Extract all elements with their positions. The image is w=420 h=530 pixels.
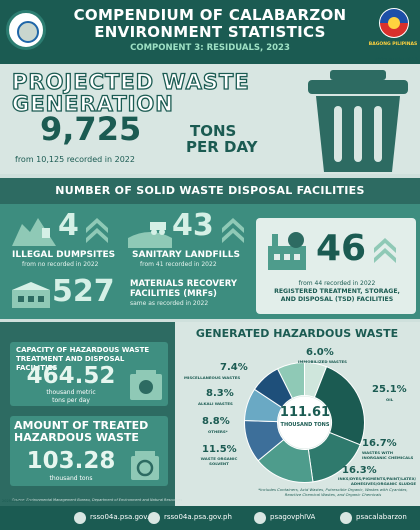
footer-facebook-link[interactable]: psagovphIVA	[270, 513, 316, 521]
footer-email-link[interactable]: rsso04a.psa.gov.ph	[164, 513, 232, 521]
chart-title: GENERATED HAZARDOUS WASTE	[195, 327, 399, 340]
footer-website-link[interactable]: rsso04a.psa.gov.ph	[90, 513, 158, 521]
landfill-icon	[128, 222, 172, 248]
facebook-icon	[254, 512, 266, 524]
globe-icon	[74, 512, 86, 524]
chart-center-value: 111.61	[279, 405, 331, 420]
chart-footnote: *Includes Containers, Acid Wastes, Putre…	[258, 487, 408, 497]
projected-title-line2: GENERATION	[11, 91, 174, 116]
slice-pct-oil: 25.1%	[372, 384, 407, 395]
slice-label-inks: INKS/DYES/PIGMENTS/PAINT/LATEX/ ADHESIVE…	[338, 476, 416, 486]
dumpsites-label: ILLEGAL DUMPSITES	[12, 250, 116, 260]
header-title-line2: ENVIRONMENT STATISTICS	[94, 23, 326, 41]
slice-pct-miscellaneous: 7.4%	[220, 362, 248, 373]
mrf-label-line1: MATERIALS RECOVERY	[130, 279, 237, 289]
donut-slice-7	[276, 361, 305, 400]
tsd-value: 46	[316, 228, 367, 269]
slice-pct-others: 8.8%	[202, 416, 230, 427]
capacity-value: 464.52	[26, 363, 116, 389]
slice-label-solvent: WASTE ORGANIC SOLVENT	[200, 456, 238, 466]
landfills-value: 43	[172, 208, 214, 243]
header-title-line1: COMPENDIUM OF CALABARZON	[73, 6, 347, 24]
treated-unit: thousand tons	[49, 475, 93, 482]
capacity-title: CAPACITY OF HAZARDOUS WASTE TREATMENT AN…	[16, 346, 166, 373]
bagong-pilipinas-logo	[379, 8, 409, 38]
tsd-label-line2: AND DISPOSAL (TSD) FACILITIES	[280, 296, 394, 303]
slice-label-inorganic: WASTES WITH INORGANIC CHEMICALS	[362, 450, 414, 460]
slice-pct-alkali: 8.3%	[206, 388, 234, 399]
tsd-label-line1: REGISTERED TREATMENT, STORAGE,	[274, 288, 400, 295]
factory-icon	[268, 232, 306, 270]
dumpsite-icon	[12, 218, 56, 246]
x-twitter-icon	[340, 512, 352, 524]
capacity-unit-line2: tons per day	[52, 397, 90, 404]
document-code: 2025-8400-IR012	[374, 58, 418, 63]
footer-x-link[interactable]: psacalabarzon	[356, 513, 407, 521]
treated-title: AMOUNT OF TREATED HAZARDOUS WASTE	[14, 420, 164, 444]
slice-label-alkali: ALKALI WASTES	[198, 401, 233, 406]
dumpsites-chevron-icon	[86, 218, 108, 243]
slice-label-immobilized: IMMOBILIZED WASTES	[298, 359, 347, 364]
treated-title-line2: HAZARDOUS WASTE	[14, 431, 139, 444]
slice-label-oil: OIL	[386, 397, 394, 402]
landfills-label: SANITARY LANDFILLS	[132, 250, 240, 260]
bagong-pilipinas-text: BAGONG PILIPINAS	[368, 42, 418, 47]
capacity-hazard-icon	[130, 370, 162, 400]
dumpsites-value: 4	[58, 208, 79, 243]
tsd-label: REGISTERED TREATMENT, STORAGE, AND DISPO…	[262, 288, 412, 304]
mrf-note: same as recorded in 2022	[130, 300, 209, 307]
slice-pct-solvent: 11.5%	[202, 444, 237, 455]
tsd-note: from 44 recorded in 2022	[298, 280, 376, 287]
treated-value: 103.28	[26, 448, 116, 474]
projected-value: 9,725	[40, 110, 142, 148]
header-bar	[0, 0, 420, 64]
slice-label-others: OTHERS*	[208, 429, 228, 434]
facilities-banner	[0, 178, 420, 204]
projected-unit-line1: TONS	[190, 122, 237, 140]
mrf-label-line2: FACILITIES (MRFs)	[130, 289, 217, 299]
facilities-title: NUMBER OF SOLID WASTE DISPOSAL FACILITIE…	[55, 184, 365, 197]
mrf-icon	[12, 282, 50, 308]
slice-pct-immobilized: 6.0%	[306, 347, 334, 358]
slice-pct-inorganic: 16.7%	[362, 438, 397, 449]
hazardous-waste-donut-chart	[244, 361, 365, 483]
header-subtitle: COMPONENT 3: RESIDUALS, 2023	[130, 43, 290, 53]
projected-note: from 10,125 recorded in 2022	[15, 155, 135, 164]
chart-center-unit: THOUSAND TONS	[280, 422, 330, 428]
source-note: Source: Environmental Management Bureau,…	[12, 498, 183, 502]
capacity-title-line1: CAPACITY OF HAZARDOUS WASTE	[16, 346, 150, 354]
psa-logo	[6, 10, 46, 50]
trash-bin-icon	[308, 70, 408, 172]
capacity-title-line2: TREATMENT AND DISPOSAL FACILITIES	[16, 355, 125, 372]
dumpsites-note: from no recorded in 2022	[22, 261, 99, 268]
tsd-chevron-icon	[374, 238, 396, 263]
donut-slice-1	[313, 366, 365, 446]
footer-doc-code: 2025-8400-IR012	[2, 499, 33, 503]
landfills-chevron-icon	[222, 218, 244, 243]
projected-unit-line2: PER DAY	[186, 138, 258, 156]
donut-center	[278, 396, 331, 449]
treated-biohazard-icon	[131, 451, 159, 480]
capacity-unit: thousand metric tons per day	[16, 389, 126, 405]
capacity-unit-line1: thousand metric	[46, 389, 96, 396]
slice-label-miscellaneous: MISCELLANEOUS WASTES	[184, 375, 241, 380]
mrf-value: 527	[52, 274, 115, 309]
treated-title-line1: AMOUNT OF TREATED	[14, 419, 149, 432]
email-icon	[148, 512, 160, 524]
landfills-note: from 41 recorded in 2022	[140, 261, 217, 268]
projected-title-line1: PROJECTED WASTE	[11, 69, 250, 94]
slice-pct-inks: 16.3%	[342, 465, 377, 476]
